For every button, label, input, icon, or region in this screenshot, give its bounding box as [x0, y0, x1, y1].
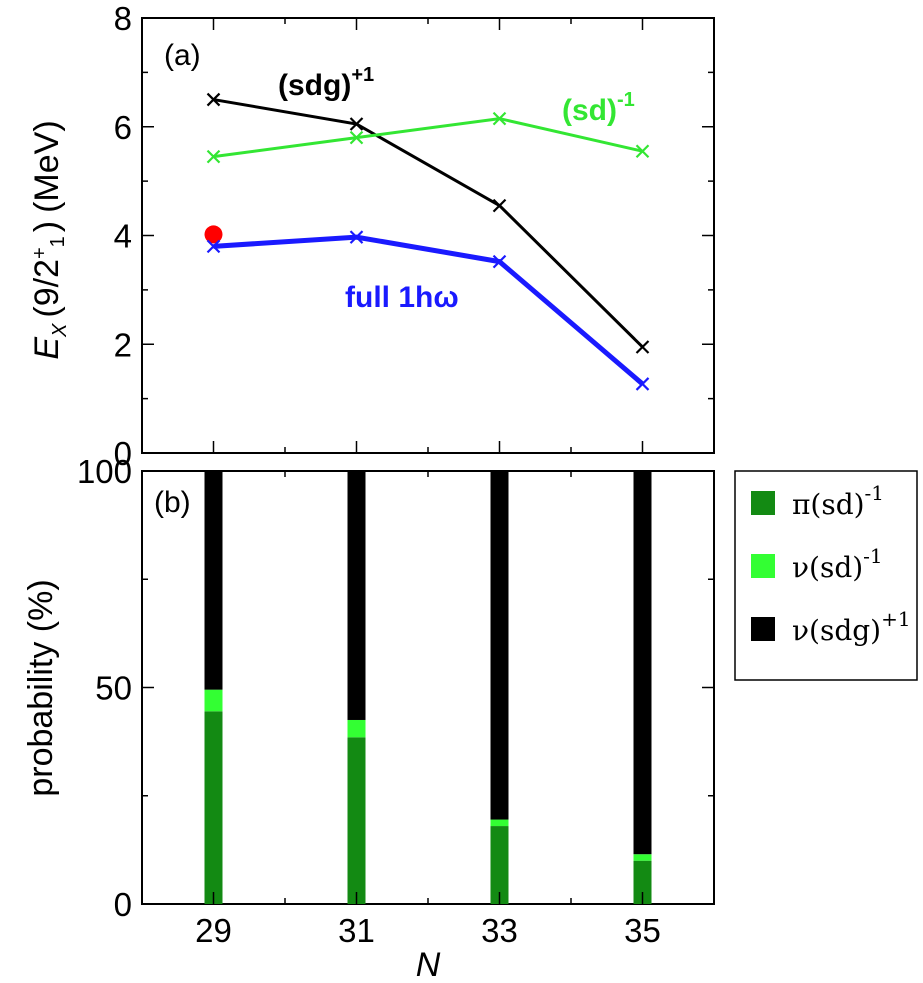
- y-tick-label: 2: [114, 326, 132, 363]
- bar-segment-0: [347, 737, 366, 904]
- panel-a-ticks: [141, 17, 715, 454]
- bar-segment-1: [347, 719, 366, 738]
- y-tick-label: 50: [95, 670, 132, 707]
- legend-swatch: [751, 617, 775, 641]
- series-marker-2: [349, 230, 364, 244]
- panel-a-y-axis-label: EX(9/2+1)(MeV): [28, 120, 71, 359]
- y-tick-label: 4: [114, 218, 132, 255]
- series-marker-2: [206, 239, 221, 254]
- experiment-point: [204, 225, 223, 244]
- panel-b-frame: [141, 470, 715, 905]
- series-line-1: [213, 117, 643, 159]
- legend-swatch: [751, 491, 775, 515]
- bar-segment-1: [204, 689, 223, 712]
- legend-label: π(sd)-1: [792, 481, 884, 521]
- bar-segment-1: [490, 819, 509, 827]
- series-marker-1: [349, 130, 364, 145]
- bar-segment-0: [204, 711, 223, 904]
- series-label-sdg: (sdg)+1: [278, 64, 374, 102]
- y-tick-label: 100: [77, 453, 132, 490]
- series-marker-0: [635, 340, 650, 354]
- series-marker-1: [492, 111, 507, 126]
- x-axis-label: N: [416, 946, 441, 983]
- x-tick-label: 31: [338, 912, 375, 949]
- series-label-sd: (sd)-1: [562, 89, 635, 127]
- series-marker-1: [635, 144, 650, 158]
- x-tick-label: 29: [195, 912, 232, 949]
- panel-b-ticks: [141, 470, 715, 905]
- series-marker-2: [492, 254, 507, 269]
- series-marker-0: [492, 198, 507, 213]
- series-marker-2: [635, 377, 650, 391]
- panel-b-bars: [204, 471, 652, 904]
- panel-b-y-axis-label: probability (%): [22, 579, 60, 796]
- series-line-2: [213, 234, 645, 386]
- series-marker-1: [206, 149, 221, 164]
- bar-segment-0: [490, 826, 509, 904]
- y-tick-label: 6: [114, 109, 132, 146]
- panel-a-label: (a): [164, 39, 201, 72]
- series-marker-0: [349, 117, 364, 131]
- y-tick-label: 0: [114, 886, 132, 923]
- series-label-full: full 1hω: [345, 281, 459, 314]
- panel-a-y-tick-labels: 0 2 4 6 8: [114, 0, 132, 472]
- x-tick-label: 33: [481, 912, 518, 949]
- legend-swatch: [751, 554, 775, 578]
- panel-b-x-tick-labels: 29 31 33 35: [195, 912, 661, 949]
- panel-b-label: (b): [154, 486, 191, 519]
- bar-segment-1: [633, 854, 652, 861]
- bar-segment-2: [490, 471, 509, 820]
- y-tick-label: 0: [114, 435, 132, 472]
- panel-a-series: [204, 92, 650, 391]
- legend-label: ν(sdg)+1: [792, 607, 911, 647]
- bar-segment-2: [633, 471, 652, 855]
- panel-a-frame: [141, 17, 715, 454]
- legend: π(sd)-1 ν(sd)-1 ν(sdg)+1: [751, 481, 911, 647]
- y-tick-label: 8: [114, 0, 132, 37]
- legend-label: ν(sd)-1: [792, 544, 883, 584]
- x-tick-label: 35: [624, 912, 661, 949]
- bar-segment-0: [633, 860, 652, 904]
- bar-segment-2: [347, 471, 366, 720]
- series-line-0: [213, 98, 644, 349]
- series-marker-0: [206, 92, 221, 107]
- bar-segment-2: [204, 471, 223, 690]
- panel-b-y-tick-labels: 0 50 100: [77, 453, 132, 923]
